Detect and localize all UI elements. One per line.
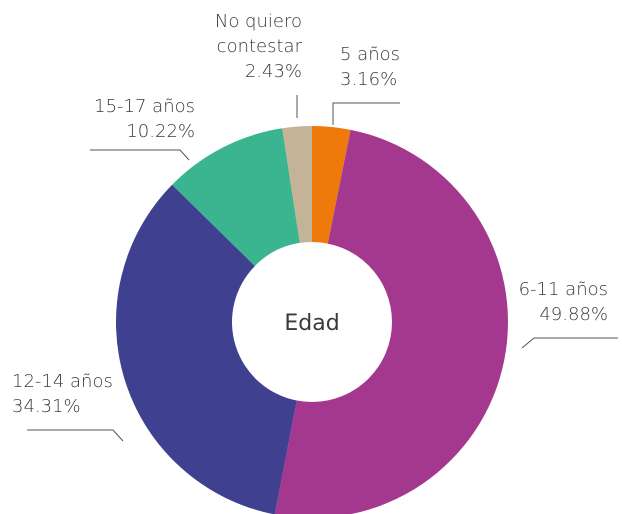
value-label: 3.16%	[340, 69, 398, 90]
center-label: Edad	[284, 311, 339, 336]
value-label: 49.88%	[539, 304, 608, 325]
leader-lines	[27, 95, 618, 442]
category-label: 15-17 años	[94, 96, 195, 117]
slice-label: 12-14 años 34.31%	[12, 369, 132, 419]
slice-label: No quiero contestar 2.43%	[192, 9, 302, 84]
category-label: No quiero contestar	[214, 11, 302, 57]
category-label: 12-14 años	[12, 371, 113, 392]
leader-line	[27, 429, 124, 442]
donut-slice	[172, 128, 300, 266]
category-label: 6-11 años	[518, 279, 608, 300]
slice-label: 6-11 años 49.88%	[488, 277, 608, 327]
leader-line	[521, 337, 618, 349]
value-label: 10.22%	[126, 121, 195, 142]
donut-slice	[116, 184, 297, 514]
leader-line	[90, 149, 190, 161]
leader-line	[332, 102, 400, 125]
category-label: 5 años	[340, 44, 401, 65]
value-label: 2.43%	[244, 61, 302, 82]
donut-slice	[274, 129, 508, 514]
donut-slice	[312, 126, 351, 244]
value-label: 34.31%	[12, 396, 81, 417]
slice-label: 5 años 3.16%	[340, 42, 440, 92]
donut-slice	[282, 126, 312, 243]
slice-label: 15-17 años 10.22%	[75, 94, 195, 144]
